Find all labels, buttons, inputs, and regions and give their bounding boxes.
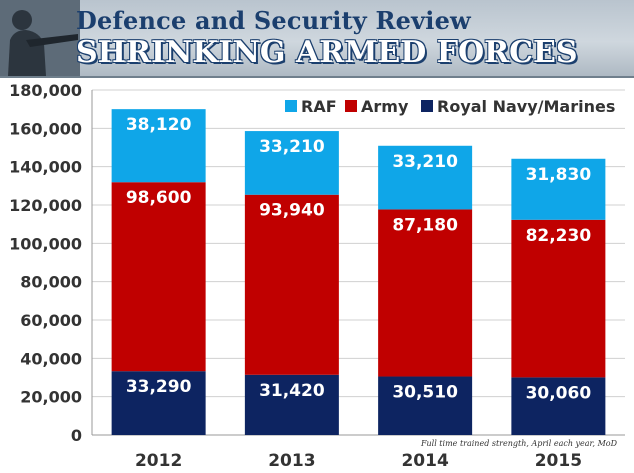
x-tick-label: 2014 xyxy=(401,451,448,471)
x-tick-label: 2015 xyxy=(535,451,582,471)
data-label: 98,600 xyxy=(126,188,192,208)
bar-segment-royal-navy-marines-2013 xyxy=(244,374,339,435)
source-note: Full time trained strength, April each y… xyxy=(420,439,618,448)
data-label: 33,210 xyxy=(392,152,458,172)
x-tick-label: 2013 xyxy=(268,451,315,471)
y-tick-label: 80,000 xyxy=(20,273,82,292)
legend-swatch xyxy=(421,100,433,112)
header-banner: Defence and Security Review SHRINKING AR… xyxy=(0,0,634,78)
legend-swatch xyxy=(285,100,297,112)
data-label: 33,290 xyxy=(126,377,192,397)
bar-segment-raf-2014 xyxy=(378,145,473,210)
banner-title: Defence and Security Review xyxy=(76,6,471,35)
y-axis-ticks: 0 20,000 40,000 60,000 80,000 100,000 120,000 1… xyxy=(9,81,82,445)
bar-segment-raf-2013 xyxy=(244,131,339,195)
y-tick-label: 140,000 xyxy=(9,158,82,177)
y-tick-label: 60,000 xyxy=(20,311,82,330)
data-label: 82,230 xyxy=(526,226,592,246)
data-label: 31,420 xyxy=(259,381,325,401)
legend-label: Royal Navy/Marines xyxy=(437,97,615,116)
y-tick-label: 40,000 xyxy=(20,349,82,368)
data-label: 38,120 xyxy=(126,115,192,135)
data-label: 30,510 xyxy=(392,383,458,403)
x-tick-label: 2012 xyxy=(135,451,182,471)
bar-segment-army-2013 xyxy=(244,194,339,375)
stacked-bar-chart: 0 20,000 40,000 60,000 80,000 100,000 120,000 1… xyxy=(9,81,625,471)
y-tick-label: 120,000 xyxy=(9,196,82,215)
y-tick-label: 180,000 xyxy=(9,81,82,100)
data-label: 30,060 xyxy=(526,383,592,403)
bar-segment-royal-navy-marines-2014 xyxy=(378,376,473,435)
data-label: 93,940 xyxy=(259,201,325,221)
y-tick-label: 160,000 xyxy=(9,119,82,138)
legend-label: Army xyxy=(361,97,409,116)
y-tick-label: 20,000 xyxy=(20,388,82,407)
data-label: 87,180 xyxy=(392,215,458,235)
bar-segment-army-2015 xyxy=(511,219,606,378)
bars: 33,290 98,600 38,120 31,420 93,940 33,210 30,5… xyxy=(111,109,606,435)
legend-swatch xyxy=(345,100,357,112)
x-axis-ticks: 2012 2013 2014 2015 xyxy=(135,451,582,471)
data-label: 33,210 xyxy=(259,137,325,157)
legend: RAF Army Royal Navy/Marines xyxy=(285,97,615,116)
legend-label: RAF xyxy=(301,97,337,116)
soldier-silhouette-icon xyxy=(0,0,80,76)
bar-segment-raf-2015 xyxy=(511,158,606,220)
bar-segment-army-2012 xyxy=(111,182,206,372)
y-tick-label: 0 xyxy=(71,426,82,445)
banner-headline: SHRINKING ARMED FORCES xyxy=(76,35,578,70)
bar-segment-royal-navy-marines-2012 xyxy=(111,371,206,435)
bar-segment-army-2014 xyxy=(378,209,473,377)
data-label: 31,830 xyxy=(526,165,592,185)
y-tick-label: 100,000 xyxy=(9,234,82,253)
bar-segment-royal-navy-marines-2015 xyxy=(511,377,606,435)
bar-segment-raf-2012 xyxy=(111,109,206,183)
